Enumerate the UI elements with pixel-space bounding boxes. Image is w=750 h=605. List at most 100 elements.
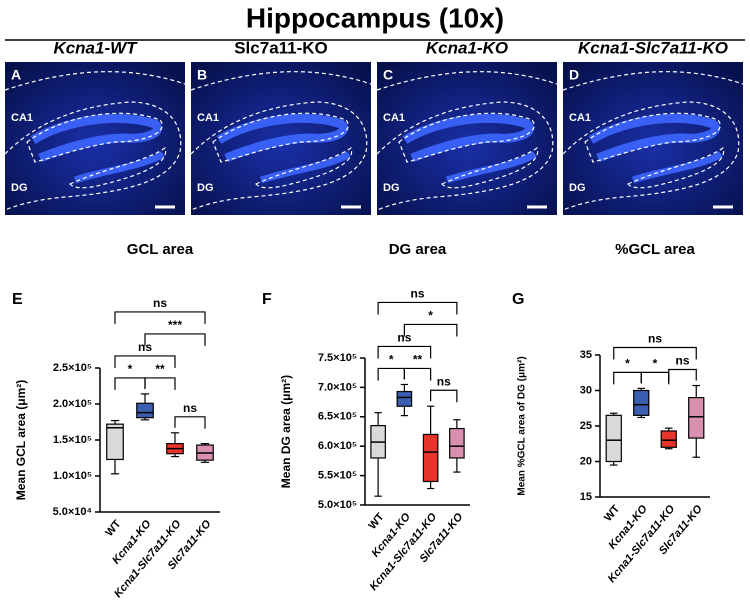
significance-bracket (403, 323, 458, 337)
outline (4, 71, 186, 91)
outline (255, 147, 353, 189)
box (449, 427, 465, 459)
y-tick-label: 5.0×10⁴ (53, 506, 92, 518)
region-label: DG (383, 182, 400, 194)
significance-bracket (174, 416, 206, 429)
significance-bracket (430, 389, 458, 403)
significance-label: * (625, 357, 630, 371)
significance-bracket (613, 346, 697, 360)
outline (69, 147, 167, 189)
y-tick-label: 1.5×10⁵ (53, 434, 92, 446)
significance-bracket (613, 371, 642, 385)
outline (441, 147, 539, 189)
granule-layer (631, 150, 723, 184)
chart-title: DG area (389, 241, 447, 258)
micrograph: D CA1 DG (562, 62, 744, 215)
panel-letter: C (383, 67, 393, 83)
outline (627, 147, 725, 189)
significance-bracket (114, 311, 206, 324)
significance-bracket (144, 377, 176, 390)
panel-letter: B (197, 67, 207, 83)
box (660, 430, 677, 448)
panel-letter: E (12, 291, 23, 308)
outline (562, 71, 744, 91)
granule-layer (445, 150, 537, 184)
box (605, 414, 622, 463)
significance-bracket (114, 355, 176, 368)
panel-title: Slc7a11-KO (234, 38, 328, 57)
significance-bracket (403, 367, 432, 381)
y-axis-label: Mean %GCL area of DG (μm²) (517, 356, 528, 495)
x-tick-label: WT (602, 503, 622, 524)
significance-label: ns (138, 340, 152, 354)
box (136, 402, 154, 419)
outline (26, 112, 163, 163)
significance-label: ** (155, 362, 165, 376)
y-tick-label: 7.5×10⁵ (318, 352, 357, 364)
panel-title: Kcna1-WT (53, 38, 138, 57)
outline (212, 112, 349, 163)
y-tick-label: 1.0×10⁵ (53, 470, 92, 482)
significance-bracket (377, 367, 405, 381)
region-label: DG (569, 182, 586, 194)
outline (584, 112, 721, 163)
y-tick-label: 35 (580, 349, 592, 361)
region-label: CA1 (569, 112, 591, 124)
granule-layer (402, 113, 534, 163)
micrograph: B CA1 DG (190, 62, 372, 215)
panel-letter: F (262, 291, 272, 308)
granule-layer (73, 150, 165, 184)
panel-letter: G (512, 291, 524, 308)
significance-label: ns (437, 374, 451, 388)
outline (4, 101, 182, 211)
granule-layer (216, 113, 348, 163)
significance-label: ** (413, 353, 423, 367)
y-tick-label: 5.0×10⁵ (318, 499, 357, 511)
y-tick-label: 30 (580, 384, 592, 396)
significance-bracket (144, 333, 206, 346)
outline (190, 71, 372, 91)
region-label: CA1 (11, 112, 33, 124)
y-tick-label: 6.5×10⁵ (318, 411, 357, 423)
x-tick-label: WT (366, 511, 386, 532)
y-tick-label: 25 (580, 420, 592, 432)
y-tick-label: 2.5×10⁵ (53, 362, 92, 374)
y-tick-label: 6.0×10⁵ (318, 440, 357, 452)
y-tick-label: 5.5×10⁵ (318, 470, 357, 482)
panel-letter: D (569, 67, 579, 83)
significance-label: ns (183, 401, 197, 415)
panel-title: Kcna1-KO (426, 38, 508, 57)
granule-layer (588, 113, 720, 163)
y-tick-label: 2.0×10⁵ (53, 398, 92, 410)
outline (190, 101, 368, 211)
significance-label: ns (397, 331, 411, 345)
micrograph: C CA1 DG (376, 62, 558, 215)
box (633, 389, 650, 416)
outline (398, 112, 535, 163)
chart-title: GCL area (127, 241, 194, 258)
panel-title: Kcna1-Slc7a11-KO (578, 38, 728, 57)
granule-layer (259, 150, 351, 184)
y-tick-label: 15 (580, 491, 592, 503)
significance-bracket (377, 345, 432, 359)
box (396, 390, 413, 407)
significance-label: * (428, 309, 433, 323)
significance-label: * (653, 357, 658, 371)
outline (562, 101, 740, 211)
box (688, 397, 705, 439)
y-tick-label: 20 (580, 455, 592, 467)
significance-label: ns (410, 287, 424, 301)
micrograph: A CA1 DG (4, 62, 186, 215)
significance-label: * (128, 362, 133, 376)
outline (376, 71, 558, 91)
significance-bracket (668, 368, 697, 382)
significance-label: ns (648, 332, 662, 346)
significance-label: ns (153, 296, 167, 310)
significance-label: *** (168, 318, 182, 332)
region-label: CA1 (197, 112, 219, 124)
significance-label: * (389, 353, 394, 367)
significance-bracket (640, 371, 670, 385)
region-label: DG (11, 182, 28, 194)
